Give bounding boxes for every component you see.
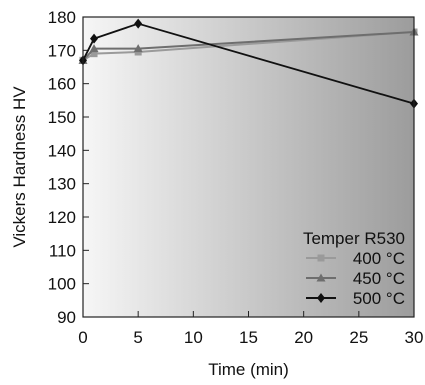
x-tick-label: 25 [349, 328, 368, 347]
data-point [89, 44, 99, 53]
legend-marker [317, 293, 325, 303]
legend-entry: 500 °C [306, 289, 405, 308]
plot-frame [82, 16, 415, 318]
series-line [82, 22, 415, 105]
x-tick-label: 5 [133, 328, 142, 347]
x-tick-label: 30 [405, 328, 424, 347]
y-tick-label: 100 [48, 275, 76, 294]
y-tick-label: 160 [48, 75, 76, 94]
y-tick-label: 150 [48, 108, 76, 127]
y-tick-label: 90 [57, 308, 76, 327]
x-tick-label: 10 [184, 328, 203, 347]
y-tick-label: 110 [49, 241, 76, 260]
y-axis-title: Vickers Hardness HV [10, 86, 29, 248]
legend-label: 400 °C [353, 249, 405, 268]
legend-label: 450 °C [353, 269, 405, 288]
y-tick-label: 180 [48, 8, 76, 27]
plot-area [83, 17, 414, 317]
legend-entry: 400 °C [306, 249, 405, 268]
y-tick-label: 130 [48, 175, 76, 194]
series-line [82, 31, 415, 62]
x-axis-title: Time (min) [208, 360, 289, 379]
legend-title: Temper R530 [303, 229, 405, 248]
legend-label: 500 °C [353, 289, 405, 308]
legend-marker [316, 273, 326, 282]
series-2 [79, 18, 418, 109]
x-tick-label: 15 [239, 328, 258, 347]
legend-marker [317, 254, 325, 262]
x-tick-label: 0 [78, 328, 87, 347]
y-tick-label: 170 [48, 41, 76, 60]
y-tick-label: 120 [48, 208, 76, 227]
data-point [90, 50, 98, 58]
legend-entry: 450 °C [306, 269, 405, 288]
data-point [134, 18, 143, 29]
data-point [90, 33, 99, 44]
y-tick-label: 140 [48, 141, 76, 160]
data-point [133, 44, 143, 53]
series-line [82, 31, 415, 62]
x-tick-label: 20 [294, 328, 313, 347]
